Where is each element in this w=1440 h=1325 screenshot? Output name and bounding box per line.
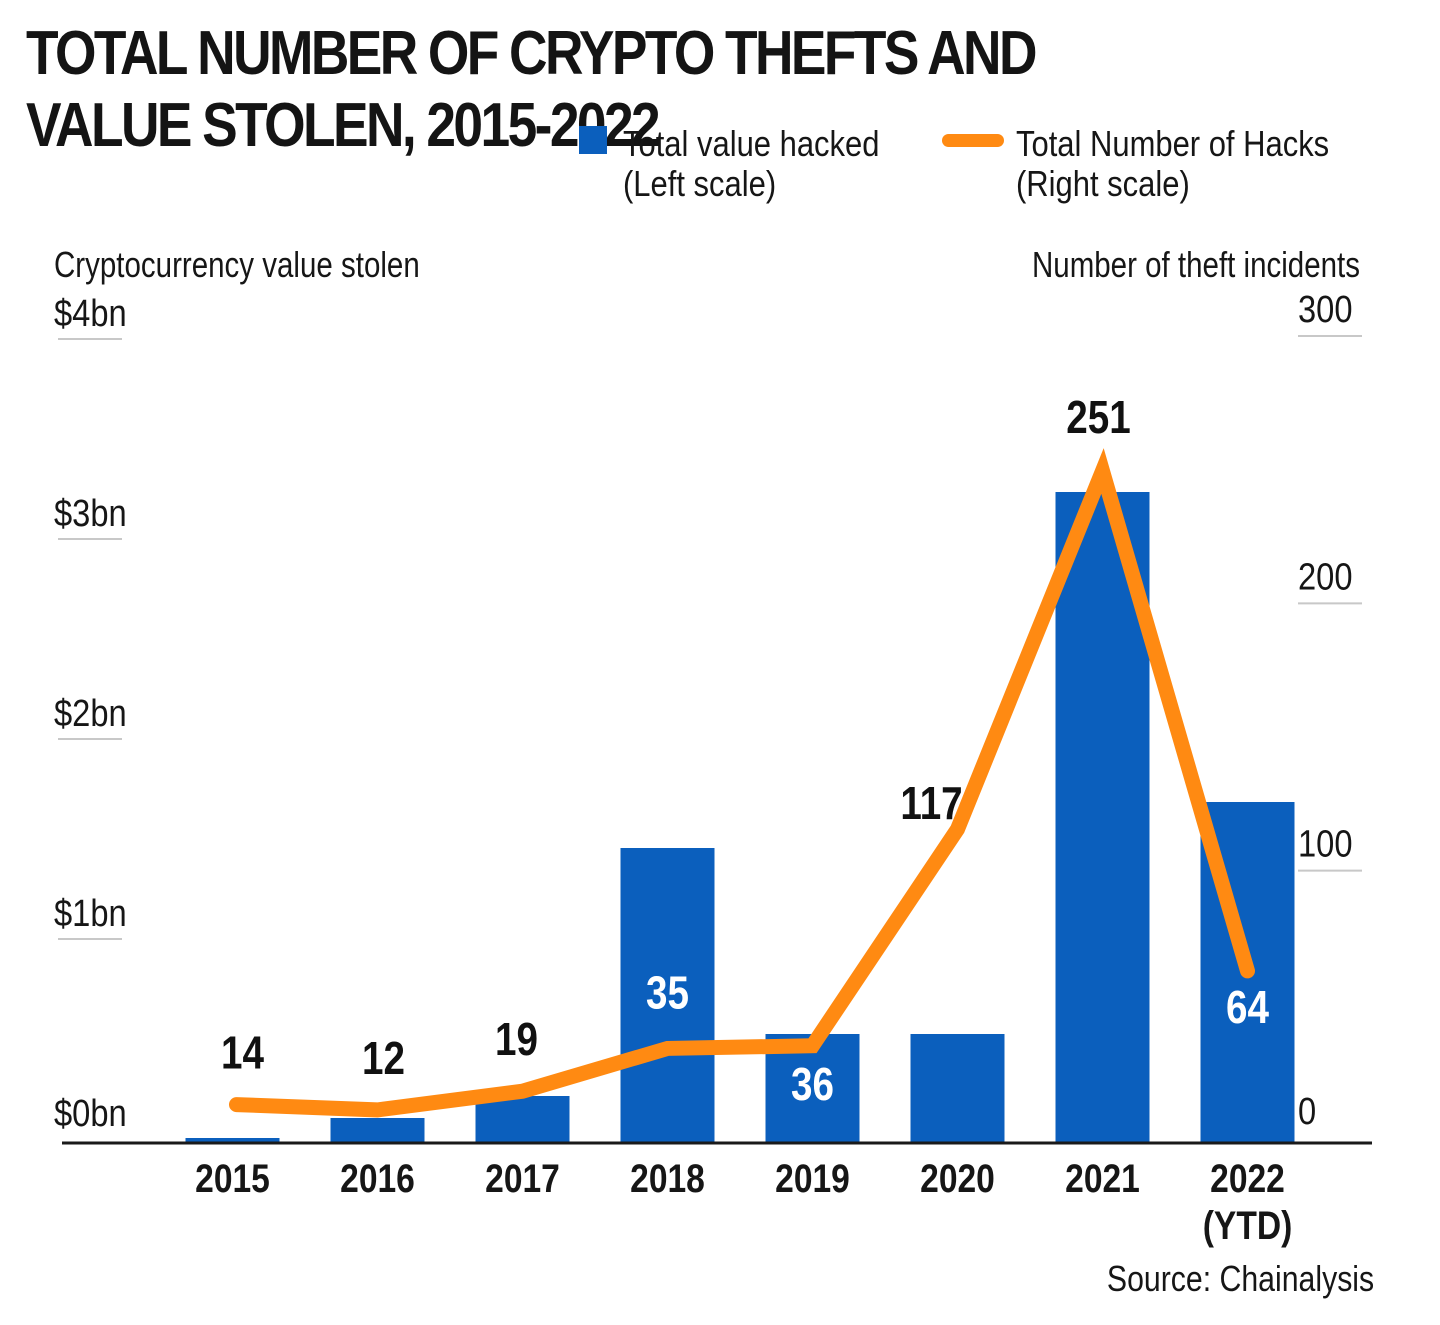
hacks-data-label-group: 19 bbox=[495, 1014, 538, 1065]
x-tick-label: 2018 bbox=[630, 1156, 705, 1200]
x-tick-label-group: (YTD) bbox=[1203, 1203, 1293, 1247]
hacks-data-label-group: 12 bbox=[362, 1033, 405, 1084]
legend-line-swatch bbox=[942, 134, 1004, 147]
x-tick-label-group: 2015 bbox=[195, 1156, 270, 1200]
bar-2016 bbox=[330, 1118, 425, 1142]
right-tick-label-group: 0 bbox=[1298, 1090, 1316, 1133]
hacks-data-label-group: 251 bbox=[1066, 392, 1130, 443]
left-tick-label: $2bn bbox=[54, 692, 127, 735]
x-tick-label-group: 2018 bbox=[630, 1156, 705, 1200]
chart-title: TOTAL NUMBER OF CRYPTO THEFTS AND VALUE … bbox=[26, 19, 1037, 160]
hacks-line bbox=[229, 448, 1255, 1118]
x-tick-label: 2016 bbox=[340, 1156, 415, 1200]
right-tick-label: 0 bbox=[1298, 1090, 1316, 1133]
hacks-data-label-group: 64 bbox=[1226, 982, 1269, 1033]
bar-2015 bbox=[185, 1138, 280, 1142]
legend-bar-swatch bbox=[579, 126, 607, 154]
hacks-data-label: 35 bbox=[646, 967, 689, 1018]
hacks-data-label-group: 35 bbox=[646, 967, 689, 1018]
left-tick-label-group: $2bn bbox=[54, 692, 127, 735]
x-tick-label: 2017 bbox=[485, 1156, 560, 1200]
hacks-data-label-group: 36 bbox=[791, 1059, 834, 1110]
x-tick-label-group: 2019 bbox=[775, 1156, 850, 1200]
bar-2020 bbox=[910, 1034, 1005, 1142]
hacks-point bbox=[811, 1044, 814, 1047]
legend-value-hacked-scale: (Left scale) bbox=[623, 163, 777, 204]
x-tick-label-group: 2022 bbox=[1210, 1156, 1285, 1200]
right-axis-title-group: Number of theft incidents bbox=[1032, 244, 1360, 284]
right-tick-label: 300 bbox=[1298, 288, 1353, 331]
hacks-data-label: 19 bbox=[495, 1014, 538, 1065]
x-tick-label: 2021 bbox=[1065, 1156, 1140, 1200]
left-tick-label: $4bn bbox=[54, 292, 127, 335]
x-tick-label: 2019 bbox=[775, 1156, 850, 1200]
x-tick-label-group: 2020 bbox=[920, 1156, 995, 1200]
hacks-point bbox=[956, 828, 959, 831]
left-tick-label: $3bn bbox=[54, 492, 127, 535]
legend-value-hacked-label: Total value hacked bbox=[623, 123, 880, 164]
right-tick-label-group: 100 bbox=[1298, 822, 1353, 865]
hacks-point bbox=[235, 1103, 238, 1106]
hacks-data-label: 36 bbox=[791, 1059, 834, 1110]
x-tick-label: 2020 bbox=[920, 1156, 995, 1200]
x-tick-label-group: 2016 bbox=[340, 1156, 415, 1200]
legend-number-of-hacks-text: Total Number of Hacks (Right scale) bbox=[1016, 124, 1329, 204]
legend-value-hacked-text: Total value hacked (Left scale) bbox=[623, 124, 879, 204]
hacks-data-label: 251 bbox=[1066, 392, 1130, 443]
left-axis-title: Cryptocurrency value stolen bbox=[54, 244, 420, 284]
x-tick-label: 2022 bbox=[1210, 1156, 1285, 1200]
hacks-point bbox=[1246, 969, 1249, 972]
legend-number-of-hacks-label: Total Number of Hacks bbox=[1016, 123, 1330, 164]
right-tick-label-group: 300 bbox=[1298, 288, 1353, 331]
legend-item-value-hacked: Total value hacked (Left scale) bbox=[579, 124, 921, 204]
left-tick-label-group: $3bn bbox=[54, 492, 127, 535]
x-tick-label-group: 2021 bbox=[1065, 1156, 1140, 1200]
right-tick-label-group: 200 bbox=[1298, 555, 1353, 598]
legend-item-number-of-hacks: Total Number of Hacks (Right scale) bbox=[942, 124, 1380, 204]
hacks-data-label: 117 bbox=[900, 778, 962, 829]
left-tick-label-group: $0bn bbox=[54, 1092, 127, 1135]
right-tick-label: 100 bbox=[1298, 822, 1353, 865]
left-tick-label: $1bn bbox=[54, 892, 127, 935]
left-tick-label: $0bn bbox=[54, 1092, 127, 1135]
left-tick-label-group: $1bn bbox=[54, 892, 127, 935]
right-tick-label: 200 bbox=[1298, 555, 1353, 598]
legend-number-of-hacks-scale: (Right scale) bbox=[1016, 163, 1190, 204]
hacks-point bbox=[1101, 469, 1104, 472]
hacks-data-label-group: 14 bbox=[221, 1027, 264, 1078]
left-axis-title-group: Cryptocurrency value stolen bbox=[54, 244, 420, 284]
hacks-data-label-group: 117 bbox=[900, 778, 962, 829]
bar-2018 bbox=[620, 848, 715, 1142]
hacks-data-label: 14 bbox=[221, 1027, 264, 1078]
right-axis-title: Number of theft incidents bbox=[1032, 244, 1360, 284]
x-tick-label: 2015 bbox=[195, 1156, 270, 1200]
hacks-data-label: 64 bbox=[1226, 982, 1269, 1033]
hacks-point bbox=[666, 1047, 669, 1050]
hacks-data-label: 12 bbox=[362, 1033, 405, 1084]
source-note: Source: Chainalysis bbox=[1106, 1258, 1374, 1299]
x-tick-label-group: 2017 bbox=[485, 1156, 560, 1200]
hacks-point bbox=[376, 1108, 379, 1111]
bar-2017 bbox=[475, 1096, 570, 1142]
hacks-point bbox=[521, 1090, 524, 1093]
x-tick-label: (YTD) bbox=[1203, 1203, 1293, 1247]
left-tick-label-group: $4bn bbox=[54, 292, 127, 335]
